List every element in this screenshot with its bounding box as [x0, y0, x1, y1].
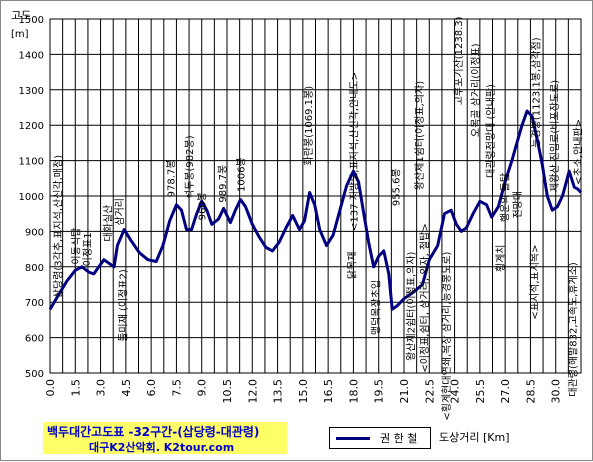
- x-tick-label: 16.5: [322, 379, 335, 404]
- x-tick-label: 10.5: [221, 379, 234, 404]
- x-tick-label: 21.0: [398, 379, 411, 404]
- x-tick-labels: 0.0 1.5 3.0 4.5 6.0 7.5 9.0 10.5 12.0 13.5 15.0 16.…: [44, 379, 563, 404]
- annotation-label: <횡계현대연쇄,목장 삼거리,능경봉도로): [440, 251, 453, 420]
- x-tick-label: 4.5: [120, 379, 133, 397]
- annotation-label: 960봉: [197, 192, 209, 220]
- y-tick-labels: 500 600 700 800 900 1000 1100 1200 1300 1400 1500: [19, 15, 44, 380]
- chart-subtitle: 대구K2산악회. K2tour.com: [89, 441, 235, 454]
- annotation-label: 닭목재: [347, 252, 359, 280]
- y-tick-label: 700: [25, 298, 44, 309]
- annotation-label: 대화실산: [102, 205, 114, 242]
- legend: 권 한 철: [329, 427, 431, 449]
- y-tick-label: 1000: [19, 192, 44, 203]
- annotation-label: 오목골 삼거리(이정표): [470, 43, 482, 137]
- y-tick-label: 800: [25, 263, 44, 274]
- y-tick-label: 600: [25, 334, 44, 345]
- x-tick-label: 0.0: [44, 379, 57, 397]
- annotation-label: 고루포기산(1238.3): [453, 16, 465, 105]
- annotation-label: <초소,안내판>: [573, 119, 585, 185]
- x-tick-label: 12.0: [246, 379, 259, 404]
- series-path: [48, 109, 583, 311]
- x-tick-label: 13.5: [272, 379, 285, 404]
- annotation-label: 대관령(해발832,고속도,휴게소): [567, 262, 580, 397]
- annotation-label: <이정표,쉼터, 삼거리, 의자, 철탑>: [419, 223, 431, 372]
- y-unit-bottom: [m]: [11, 29, 29, 40]
- x-tick-label: 3.0: [95, 379, 108, 397]
- annotation-label: <표지석,표지목>: [529, 244, 541, 319]
- series-line: [48, 109, 583, 311]
- annotation-label: 삼당령(3각추,표지석,산신각,매점): [53, 155, 65, 298]
- legend-label: 권 한 철: [380, 432, 418, 445]
- annotation-label: 횡계치: [495, 244, 507, 272]
- y-tick-label: 1100: [19, 157, 44, 168]
- chart-title: 백두대간고도표 -32구간-(삽당령-대관령): [47, 425, 260, 439]
- y-tick-label: 500: [25, 369, 44, 380]
- annotation-label: 제왕산 진입로(비포장도로): [548, 80, 561, 192]
- annotation-label: 왕산제1쉼터(이정표,의자): [414, 81, 426, 190]
- y-unit-top: 고도: [11, 9, 31, 22]
- x-tick-label: 24.0: [449, 379, 462, 404]
- x-tick-label: 1.5: [69, 379, 82, 397]
- x-tick-label: 30.0: [550, 379, 563, 404]
- x-tick-label: 28.5: [524, 379, 537, 404]
- annotation-label: 955.6봉: [391, 168, 403, 206]
- annotation-label: 화란봉(1069.1봉): [303, 86, 315, 166]
- legend-swatch: [336, 437, 370, 440]
- annotation-label: 행운의 돌탑: [499, 173, 511, 222]
- title-box: 백두대간고도표 -32구간-(삽당령-대관령) 대구K2산악회. K2tour.…: [43, 422, 287, 454]
- x-tick-label: 27.0: [499, 379, 512, 404]
- annotation-label: 능경봉(1123.1봉,삼각점): [529, 37, 542, 147]
- y-tick-label: 1300: [19, 86, 44, 97]
- x-tick-label: 19.5: [373, 379, 386, 404]
- y-tick-label: 1200: [19, 121, 44, 132]
- x-tick-label: 22.5: [423, 379, 436, 404]
- annotation-label: 들미재 (이정표2): [117, 269, 129, 342]
- annotation-label: 이정표1: [82, 232, 94, 266]
- plot-border: [49, 18, 582, 374]
- x-tick-label: 25.5: [474, 379, 487, 404]
- y-tick-label: 1500: [19, 15, 44, 26]
- annotation-label: <137 지방도,표지석,산신각,안내도>: [348, 72, 360, 231]
- annotation-label: 삼거리: [114, 198, 126, 226]
- annotation-label: 989.7봉: [217, 165, 229, 203]
- annotation-label: 978.7봉: [166, 159, 178, 197]
- x-tick-label: 6.0: [145, 379, 158, 397]
- x-tick-label: 18.0: [347, 379, 360, 404]
- x-axis-label: 도상거리 [Km]: [439, 431, 510, 444]
- x-tick-label: 15.0: [297, 379, 310, 404]
- annotation-label: 맹덕목장초입: [369, 280, 382, 335]
- y-tick-label: 1400: [19, 50, 44, 61]
- annotation-label: 왕산제2쉼터(이정표,의자): [406, 251, 418, 360]
- y-tick-label: 900: [25, 227, 44, 238]
- annotation-label: 이동식탑: [70, 228, 82, 265]
- x-tick-label: 9.0: [196, 379, 209, 397]
- annotation-label: 전망대: [512, 191, 524, 219]
- annotation-label: 대관령전망대 (안내판): [485, 84, 497, 178]
- axes: [49, 18, 582, 374]
- annotation-label: 석두봉(982봉): [184, 135, 196, 199]
- annotation-label: 1006봉: [235, 157, 247, 192]
- x-tick-label: 7.5: [170, 379, 183, 397]
